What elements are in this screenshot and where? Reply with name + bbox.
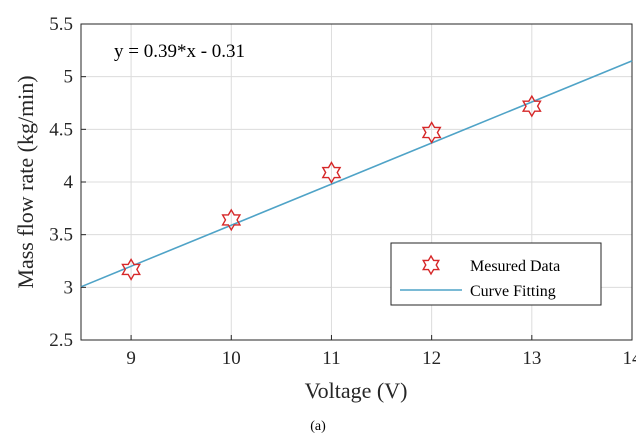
x-tick-label-11: 11: [322, 348, 340, 369]
y-axis-title: Mass flow rate (kg/min): [13, 75, 38, 288]
y-tick-label-4-5: 4.5: [49, 119, 73, 140]
x-tick-label-12: 12: [422, 348, 441, 369]
marker-layer: [121, 94, 542, 281]
y-tick-label-3: 3: [64, 277, 74, 298]
fit-layer: [80, 60, 633, 288]
x-axis: 9 10 11 12 13 14: [126, 335, 636, 369]
legend-box: [390, 242, 602, 306]
x-tick-label-14: 14: [623, 348, 636, 369]
legend-label-curve-fitting: Curve Fitting: [470, 283, 556, 300]
x-tick-label-13: 13: [522, 348, 541, 369]
data-point-11: [321, 161, 342, 184]
data-point-13: [521, 94, 542, 118]
data-point-9: [121, 258, 141, 281]
hexagram-icon: [422, 254, 440, 276]
y-tick-label-5: 5: [64, 67, 74, 88]
fit-equation-annotation: y = 0.39*x - 0.31: [114, 41, 245, 62]
y-tick-label-3-5: 3.5: [49, 225, 73, 246]
y-tick-label-4: 4: [64, 172, 74, 193]
legend-label-mesured-data: Mesured Data: [470, 258, 560, 275]
data-point-10: [221, 208, 242, 232]
curve-fitting-line: [80, 60, 633, 288]
data-point-12: [421, 121, 442, 144]
x-axis-title: Voltage (V): [305, 378, 408, 403]
y-axis: 2.5 3 3.5 4 4.5 5 5.5: [49, 14, 86, 351]
figure-caption: (a): [310, 419, 326, 434]
legend-marker-mesured-data: [422, 254, 440, 276]
x-tick-label-10: 10: [222, 348, 241, 369]
legend: Mesured Data Curve Fitting: [390, 242, 602, 306]
x-tick-label-9: 9: [126, 348, 136, 369]
y-tick-label-5-5: 5.5: [49, 14, 73, 35]
y-tick-label-2-5: 2.5: [49, 330, 73, 351]
